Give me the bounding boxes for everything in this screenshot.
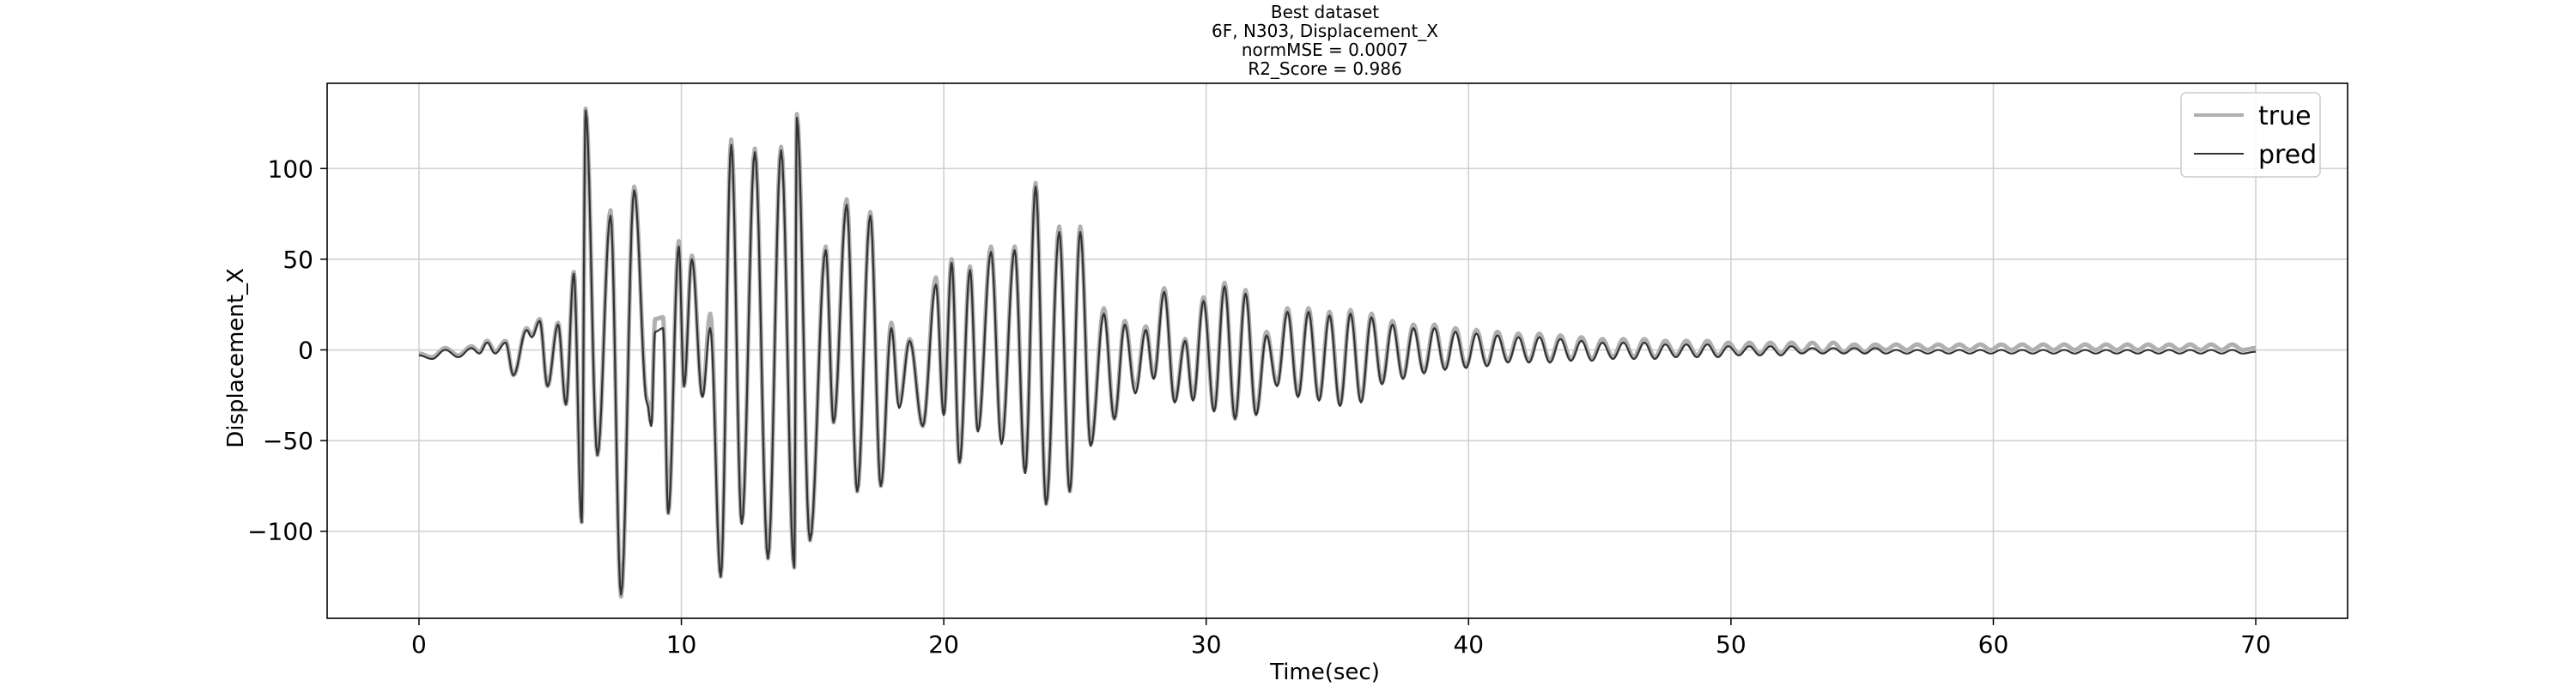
- title-line-1: Best dataset: [1271, 2, 1379, 22]
- x-axis: 0 10 20 30 40 50 60 70: [411, 618, 2271, 659]
- grid: [327, 83, 2348, 618]
- legend-label-true: true: [2258, 101, 2312, 131]
- x-tick-label: 10: [666, 630, 697, 659]
- chart-title: Best dataset 6F, N303, Displacement_X no…: [1212, 2, 1438, 79]
- x-tick-label: 20: [928, 630, 959, 659]
- y-tick-label: 100: [268, 155, 313, 183]
- x-tick-label: 0: [411, 630, 427, 659]
- y-tick-label: 50: [283, 246, 313, 274]
- series-layer: [417, 106, 2257, 599]
- x-tick-label: 60: [1978, 630, 2009, 659]
- legend: true pred: [2180, 92, 2321, 178]
- x-tick-label: 40: [1453, 630, 1484, 659]
- legend-label-pred: pred: [2258, 140, 2317, 170]
- title-line-4: R2_Score = 0.986: [1248, 58, 1401, 79]
- title-line-3: normMSE = 0.0007: [1242, 40, 1408, 60]
- x-axis-label: Time(sec): [1269, 660, 1380, 685]
- title-line-2: 6F, N303, Displacement_X: [1212, 21, 1438, 41]
- x-tick-label: 50: [1716, 630, 1747, 659]
- y-axis: −100 −50 0 50 100: [247, 155, 327, 546]
- y-tick-label: −50: [263, 427, 313, 455]
- x-tick-label: 70: [2240, 630, 2271, 659]
- y-tick-label: −100: [247, 518, 313, 546]
- y-axis-label: Displacement_X: [223, 268, 249, 448]
- plot-frame: [326, 82, 2348, 619]
- y-tick-label: 0: [298, 336, 313, 364]
- series-line-pred: [418, 109, 2257, 596]
- x-tick-label: 30: [1191, 630, 1222, 659]
